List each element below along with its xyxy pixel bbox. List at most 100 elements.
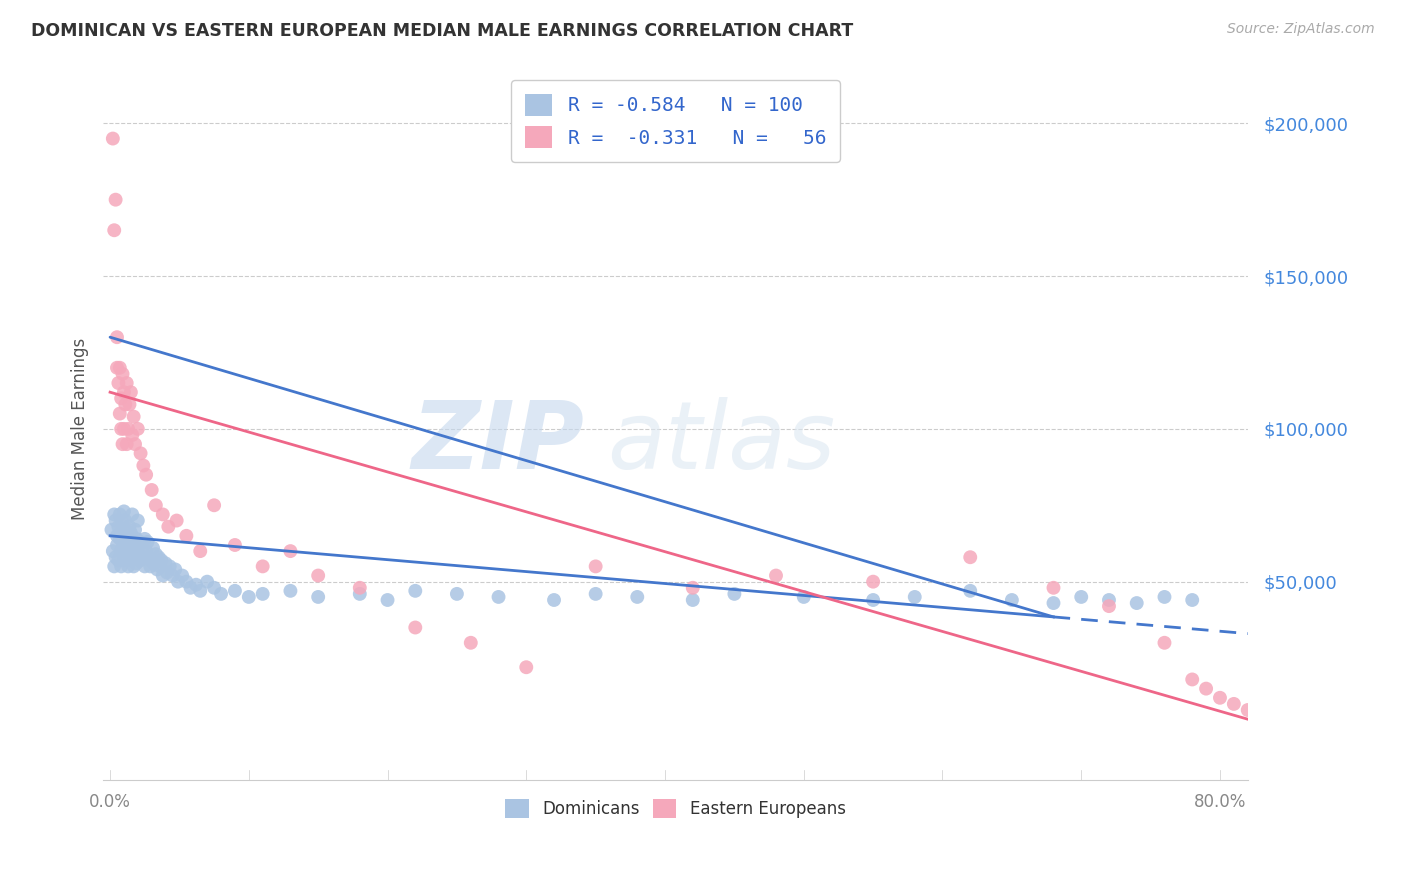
Point <box>543 593 565 607</box>
Point <box>128 547 150 561</box>
Point <box>111 437 134 451</box>
Point <box>793 590 815 604</box>
Point <box>176 529 198 543</box>
Point <box>959 583 981 598</box>
Point <box>110 422 132 436</box>
Point <box>488 590 510 604</box>
Point <box>1181 593 1204 607</box>
Point <box>172 568 194 582</box>
Point <box>111 541 134 555</box>
Point <box>142 541 165 555</box>
Point <box>141 483 163 497</box>
Point <box>166 514 188 528</box>
Point <box>149 559 172 574</box>
Point <box>104 550 127 565</box>
Point <box>111 516 134 531</box>
Point <box>1236 703 1258 717</box>
Point <box>138 550 160 565</box>
Point <box>165 562 187 576</box>
Point <box>114 514 136 528</box>
Point <box>129 446 152 460</box>
Point <box>127 514 149 528</box>
Point <box>127 538 149 552</box>
Point <box>209 587 232 601</box>
Point <box>111 367 134 381</box>
Point <box>124 544 146 558</box>
Point <box>180 581 202 595</box>
Legend: Dominicans, Eastern Europeans: Dominicans, Eastern Europeans <box>499 792 852 825</box>
Point <box>585 559 607 574</box>
Point <box>682 581 704 595</box>
Point <box>110 525 132 540</box>
Point <box>280 583 302 598</box>
Point <box>404 583 426 598</box>
Point <box>105 330 128 344</box>
Point <box>132 458 155 473</box>
Point <box>120 553 142 567</box>
Point <box>125 557 148 571</box>
Point <box>110 559 132 574</box>
Point <box>862 593 884 607</box>
Point <box>1070 590 1092 604</box>
Point <box>157 519 180 533</box>
Point <box>682 593 704 607</box>
Point <box>252 559 274 574</box>
Point <box>112 385 135 400</box>
Point <box>1195 681 1218 696</box>
Point <box>108 360 131 375</box>
Point <box>146 562 169 576</box>
Point <box>162 568 184 582</box>
Point <box>307 590 329 604</box>
Point <box>139 559 162 574</box>
Point <box>1223 697 1246 711</box>
Point <box>104 514 127 528</box>
Point <box>103 559 125 574</box>
Point <box>100 523 122 537</box>
Point <box>150 553 173 567</box>
Point <box>108 532 131 546</box>
Point <box>108 407 131 421</box>
Point <box>122 541 145 555</box>
Point <box>159 559 181 574</box>
Point <box>114 397 136 411</box>
Point <box>136 535 159 549</box>
Point <box>115 544 138 558</box>
Point <box>121 428 143 442</box>
Point <box>122 559 145 574</box>
Point <box>904 590 927 604</box>
Point <box>1153 590 1175 604</box>
Text: atlas: atlas <box>607 398 835 489</box>
Point <box>224 538 246 552</box>
Point <box>112 529 135 543</box>
Point <box>862 574 884 589</box>
Point <box>131 541 153 555</box>
Y-axis label: Median Male Earnings: Median Male Earnings <box>72 338 89 520</box>
Point <box>184 578 207 592</box>
Point <box>112 422 135 436</box>
Point <box>152 568 174 582</box>
Point <box>117 538 139 552</box>
Point <box>195 574 218 589</box>
Text: DOMINICAN VS EASTERN EUROPEAN MEDIAN MALE EARNINGS CORRELATION CHART: DOMINICAN VS EASTERN EUROPEAN MEDIAN MAL… <box>31 22 853 40</box>
Point <box>404 620 426 634</box>
Point <box>1153 636 1175 650</box>
Point <box>1042 596 1064 610</box>
Point <box>110 392 132 406</box>
Point <box>224 583 246 598</box>
Point <box>118 519 141 533</box>
Point <box>377 593 399 607</box>
Point <box>103 508 125 522</box>
Point <box>121 535 143 549</box>
Point <box>446 587 468 601</box>
Point <box>114 535 136 549</box>
Point <box>252 587 274 601</box>
Point <box>280 544 302 558</box>
Point <box>105 538 128 552</box>
Point <box>202 581 225 595</box>
Point <box>101 544 124 558</box>
Point <box>460 636 482 650</box>
Point <box>134 532 156 546</box>
Point <box>152 508 174 522</box>
Point <box>167 574 190 589</box>
Point <box>1181 673 1204 687</box>
